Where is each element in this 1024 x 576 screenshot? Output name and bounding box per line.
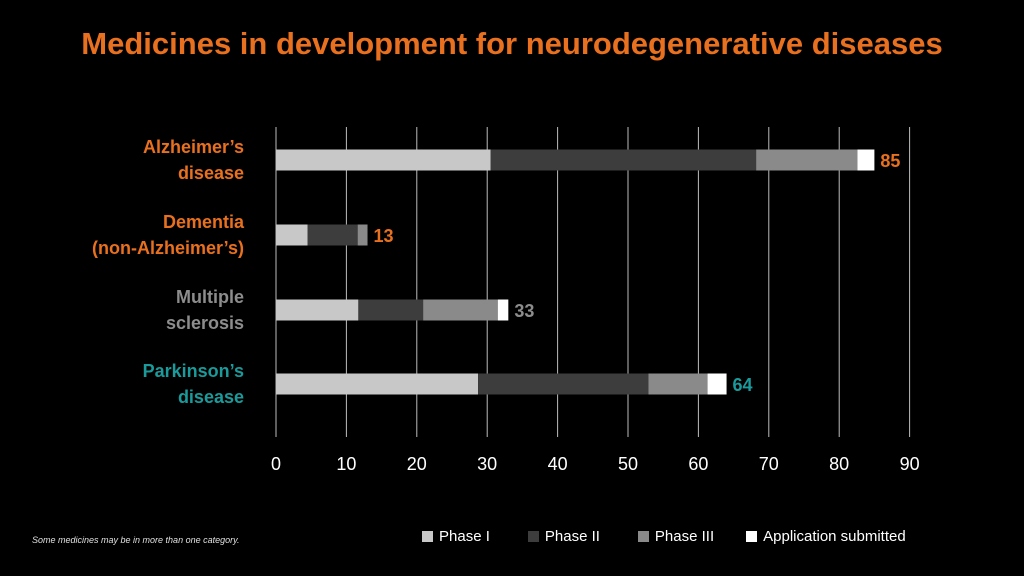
legend-swatch — [422, 531, 433, 542]
bar-segment — [478, 373, 649, 395]
labels: 0 10 20 30 40 50 60 70 80 90 85 Alzheimer’s disease 1… — [92, 137, 920, 474]
bar-segment — [648, 373, 708, 395]
bar-total-label: 13 — [374, 226, 394, 246]
legend-item: Application submitted — [746, 528, 906, 545]
legend: Phase I Phase II Phase III Application subm… — [422, 528, 906, 545]
legend-label: Application submitted — [763, 528, 906, 545]
bar-segment — [423, 299, 498, 321]
legend-label: Phase I — [439, 528, 490, 545]
bar-total-label: 85 — [880, 151, 900, 171]
chart-title: Medicines in development for neurodegene… — [81, 26, 943, 61]
category-label: Multiple — [176, 287, 244, 307]
bar-segment — [756, 149, 858, 171]
legend-label: Phase II — [544, 528, 600, 545]
bar-segment — [357, 224, 368, 246]
category-label: Parkinson’s — [143, 361, 244, 381]
x-tick-label: 60 — [688, 454, 708, 474]
category-label: Alzheimer’s — [143, 137, 244, 157]
x-tick-label: 0 — [271, 454, 281, 474]
legend-swatch — [637, 531, 649, 542]
bars — [276, 149, 875, 395]
legend-item: Phase III — [637, 528, 715, 545]
bar-segment — [490, 149, 757, 171]
x-tick-label: 30 — [477, 454, 497, 474]
x-tick-label: 80 — [829, 454, 849, 474]
category-label: disease — [178, 387, 244, 407]
bar-segment — [857, 149, 875, 171]
legend-swatch — [746, 531, 758, 542]
category-label: (non-Alzheimer’s) — [92, 238, 244, 258]
legend-swatch — [527, 531, 539, 542]
bar-segment — [497, 299, 509, 321]
category-label: sclerosis — [166, 313, 244, 333]
x-tick-label: 70 — [759, 454, 779, 474]
legend-label: Phase III — [654, 528, 715, 545]
bar-total-label: 64 — [733, 375, 753, 395]
x-tick-label: 20 — [407, 454, 427, 474]
legend-item: Phase II — [527, 528, 600, 545]
bar-segment — [276, 299, 359, 321]
x-tick-label: 50 — [618, 454, 638, 474]
bar-segment — [276, 373, 479, 395]
bar-total-label: 33 — [514, 301, 534, 321]
footnote: Some medicines may be in more than one c… — [32, 535, 240, 545]
x-tick-label: 40 — [548, 454, 568, 474]
bar-segment — [707, 373, 727, 395]
bar-segment — [276, 149, 491, 171]
x-tick-label: 90 — [900, 454, 920, 474]
bar-segment — [276, 224, 308, 246]
category-label: Dementia — [163, 212, 245, 232]
x-tick-label: 10 — [336, 454, 356, 474]
bar-segment — [358, 299, 424, 321]
bar-segment — [307, 224, 358, 246]
legend-item: Phase I — [422, 528, 490, 545]
category-label: disease — [178, 163, 244, 183]
